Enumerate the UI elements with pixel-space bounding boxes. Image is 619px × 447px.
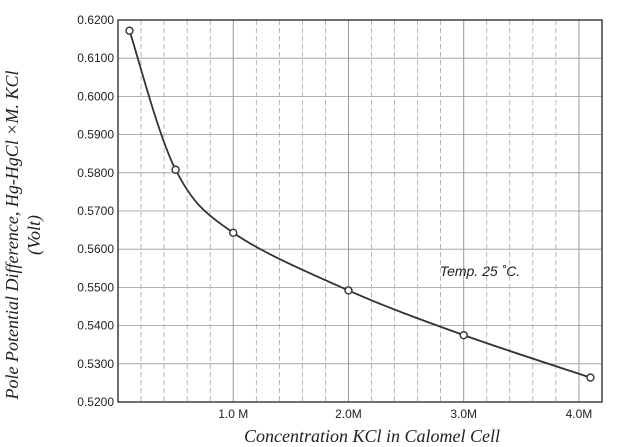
y-tick-label: 0.5800: [77, 166, 114, 180]
data-points: [125, 26, 595, 382]
data-point: [125, 26, 134, 35]
plot-frame: [117, 19, 603, 403]
y-tick-label: 0.5600: [77, 242, 114, 256]
y-axis-label-group: Pole Potential Difference, Hg-HgCl ×M. K…: [2, 71, 45, 401]
grid: [118, 20, 602, 402]
data-point: [459, 330, 468, 340]
y-tick-label: 0.5700: [77, 204, 114, 218]
data-point: [586, 373, 595, 382]
y-tick-label: 0.6100: [77, 51, 114, 65]
y-axis-label: Pole Potential Difference, Hg-HgCl ×M. K…: [2, 71, 22, 401]
y-tick-label: 0.5300: [77, 357, 114, 371]
data-point: [344, 286, 353, 295]
temperature-annotation: Temp. 25 ˚C.: [440, 263, 520, 279]
y-axis-unit-label: (Volt): [24, 215, 45, 255]
x-tick-label: 3.0M: [450, 407, 477, 421]
x-axis-label: Concentration KCl in Calomel Cell: [244, 426, 500, 446]
y-tick-label: 0.6000: [77, 89, 114, 103]
y-tick-label: 0.5400: [77, 319, 114, 333]
y-tick-labels: 0.5200 0.5300 0.5400 0.5500 0.5600 0.5700 0.58…: [77, 13, 114, 409]
y-tick-label: 0.5200: [77, 395, 114, 409]
axes: [117, 19, 603, 403]
series: [128, 30, 591, 379]
x-tick-label: 1.0 M: [218, 407, 248, 421]
series-line: [128, 30, 591, 379]
x-tick-label: 2.0M: [335, 407, 362, 421]
data-point: [229, 228, 238, 237]
x-tick-labels: 1.0 M 2.0M 3.0M 4.0M: [218, 407, 592, 421]
y-tick-label: 0.5500: [77, 280, 114, 294]
x-tick-label: 4.0M: [566, 407, 593, 421]
data-point: [171, 165, 180, 174]
y-tick-label: 0.6200: [77, 13, 114, 27]
y-tick-label: 0.5900: [77, 128, 114, 142]
